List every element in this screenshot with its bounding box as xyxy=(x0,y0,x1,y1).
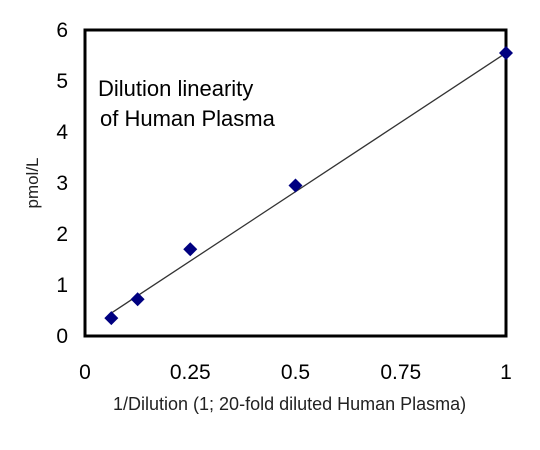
trendline-group xyxy=(110,52,507,314)
y-tick-label: 2 xyxy=(56,223,68,246)
x-axis-label: 1/Dilution (1; 20-fold diluted Human Pla… xyxy=(113,394,467,414)
data-point xyxy=(499,45,513,60)
chart-title: Dilution linearity of Human Plasma xyxy=(98,74,275,134)
x-tick-labels: 0 0.25 0.5 0.75 1 xyxy=(79,361,512,384)
y-axis-label: pmol/L xyxy=(23,157,42,208)
chart-title-line-1: Dilution linearity xyxy=(98,76,254,101)
plot-frame xyxy=(83,28,508,338)
x-tick-label: 1 xyxy=(500,361,512,384)
y-tick-labels: 0 1 2 3 4 5 6 xyxy=(56,19,68,348)
y-tick-label: 4 xyxy=(56,121,68,144)
data-point xyxy=(130,292,145,307)
x-tick-label: 0 xyxy=(79,361,91,384)
x-tick-label: 0.75 xyxy=(380,361,421,384)
y-tick-label: 3 xyxy=(56,172,68,195)
data-point xyxy=(288,178,303,193)
x-tick-label: 0.5 xyxy=(281,361,310,384)
data-point xyxy=(104,311,119,326)
trendline xyxy=(110,52,507,314)
y-tick-label: 6 xyxy=(56,19,68,42)
y-tick-label: 1 xyxy=(56,274,68,297)
x-tick-label: 0.25 xyxy=(170,361,211,384)
data-points xyxy=(104,45,513,326)
data-point xyxy=(183,242,198,257)
chart-title-line-2: of Human Plasma xyxy=(100,106,275,131)
y-tick-label: 5 xyxy=(56,70,68,93)
y-tick-label: 0 xyxy=(56,325,68,348)
